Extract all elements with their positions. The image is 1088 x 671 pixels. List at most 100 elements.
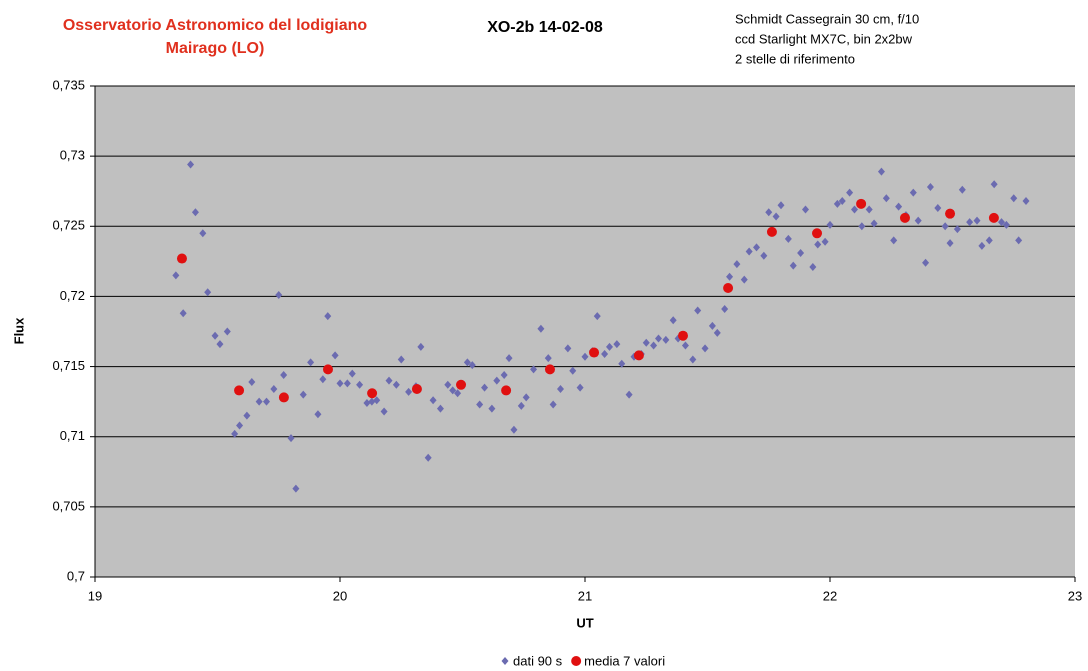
point bbox=[945, 208, 956, 219]
point bbox=[424, 453, 432, 462]
point bbox=[336, 379, 344, 388]
point bbox=[678, 330, 688, 341]
point bbox=[721, 305, 729, 314]
point bbox=[463, 358, 471, 367]
point bbox=[789, 261, 797, 270]
y-tick-label: 0,725 bbox=[52, 218, 85, 233]
point bbox=[753, 243, 760, 252]
point bbox=[669, 316, 677, 325]
x-tick-label: 19 bbox=[88, 588, 102, 603]
point bbox=[322, 364, 333, 375]
point bbox=[946, 239, 954, 248]
legend-marker bbox=[571, 656, 582, 666]
point bbox=[1015, 236, 1023, 245]
point bbox=[436, 404, 444, 413]
point bbox=[858, 222, 866, 231]
point bbox=[476, 400, 484, 409]
point bbox=[765, 208, 773, 217]
point bbox=[501, 385, 512, 396]
point bbox=[846, 188, 854, 197]
point bbox=[363, 399, 371, 408]
point bbox=[821, 237, 829, 246]
point bbox=[481, 383, 489, 392]
point bbox=[618, 359, 626, 368]
point bbox=[1010, 194, 1018, 203]
point bbox=[694, 306, 702, 315]
point bbox=[324, 312, 332, 321]
note: 2 stelle di riferimento bbox=[735, 51, 855, 66]
point bbox=[517, 401, 525, 410]
point bbox=[733, 260, 741, 269]
x-tick-label: 22 bbox=[823, 588, 837, 603]
point bbox=[784, 234, 792, 243]
point bbox=[681, 341, 689, 350]
point bbox=[557, 385, 564, 394]
point bbox=[270, 385, 278, 394]
point bbox=[1002, 220, 1010, 229]
point bbox=[914, 216, 922, 225]
x-tick-label: 23 bbox=[1068, 588, 1082, 603]
point bbox=[985, 236, 993, 245]
point bbox=[581, 352, 589, 361]
note: Schmidt Cassegrain 30 cm, f/10 bbox=[735, 11, 919, 26]
point bbox=[838, 197, 846, 206]
y-tick-label: 0,735 bbox=[52, 77, 85, 92]
point bbox=[417, 342, 425, 351]
x-tick-label: 21 bbox=[578, 588, 592, 603]
point bbox=[809, 262, 817, 271]
point bbox=[243, 411, 251, 420]
point bbox=[172, 271, 180, 280]
y-tick-label: 0,71 bbox=[60, 428, 85, 443]
point bbox=[292, 484, 300, 493]
point bbox=[549, 400, 557, 409]
point bbox=[367, 388, 378, 399]
point bbox=[392, 380, 400, 389]
point bbox=[745, 247, 753, 256]
point bbox=[593, 312, 601, 321]
note: ccd Starlight MX7C, bin 2x2bw bbox=[735, 31, 913, 46]
x-tick-label: 20 bbox=[333, 588, 347, 603]
point bbox=[176, 253, 187, 264]
point bbox=[199, 229, 207, 238]
point bbox=[625, 390, 633, 399]
chart-title: XO-2b 14-02-08 bbox=[487, 19, 603, 36]
point bbox=[544, 364, 555, 375]
legend-marker bbox=[501, 657, 509, 665]
point bbox=[797, 248, 805, 257]
point bbox=[488, 404, 496, 413]
point bbox=[307, 358, 315, 367]
point bbox=[1022, 197, 1030, 206]
point bbox=[385, 376, 393, 385]
point bbox=[263, 397, 270, 406]
point bbox=[510, 425, 518, 434]
point bbox=[331, 351, 339, 360]
point bbox=[275, 291, 283, 300]
point bbox=[958, 185, 966, 194]
point bbox=[777, 201, 785, 210]
point bbox=[740, 275, 748, 284]
point bbox=[662, 335, 670, 344]
point bbox=[280, 370, 288, 379]
point bbox=[468, 361, 476, 370]
point bbox=[909, 188, 917, 197]
point bbox=[576, 383, 584, 392]
point bbox=[613, 340, 621, 349]
observatory: Osservatorio Astronomico del lodigiano bbox=[63, 17, 368, 34]
legend-label: dati 90 s bbox=[513, 653, 563, 668]
point bbox=[633, 350, 644, 361]
point bbox=[373, 396, 381, 405]
point bbox=[689, 355, 697, 364]
point bbox=[278, 392, 289, 403]
point bbox=[314, 410, 322, 419]
point bbox=[926, 183, 934, 192]
point bbox=[454, 389, 462, 398]
point bbox=[655, 334, 662, 343]
legend-label: media 7 valori bbox=[584, 653, 665, 668]
point bbox=[211, 331, 219, 340]
point bbox=[319, 375, 327, 384]
y-tick-label: 0,72 bbox=[60, 288, 85, 303]
point bbox=[814, 240, 822, 249]
point bbox=[865, 205, 873, 214]
point bbox=[642, 338, 650, 347]
